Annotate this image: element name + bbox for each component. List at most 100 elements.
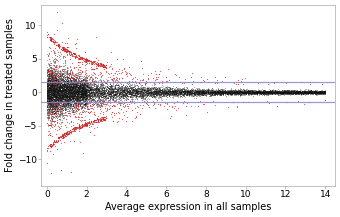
Point: [87, 98, 92, 102]
Point: [45, 91, 50, 95]
Point: [223, 89, 229, 92]
Point: [285, 91, 290, 94]
Point: [82, 96, 87, 99]
Point: [71, 99, 76, 102]
Point: [48, 110, 53, 114]
Point: [264, 91, 269, 95]
Point: [88, 92, 93, 95]
Point: [78, 92, 84, 96]
Point: [139, 87, 144, 90]
Point: [68, 79, 73, 83]
Point: [47, 80, 52, 84]
Point: [67, 96, 72, 99]
Point: [52, 101, 57, 105]
Point: [53, 103, 58, 107]
Point: [56, 79, 61, 83]
Point: [91, 97, 97, 101]
Point: [225, 92, 231, 95]
Point: [79, 96, 84, 99]
Point: [153, 94, 159, 97]
Point: [59, 96, 64, 99]
Point: [238, 92, 243, 95]
Point: [83, 101, 89, 105]
Point: [71, 88, 76, 92]
Point: [73, 94, 78, 97]
Point: [78, 96, 83, 100]
Point: [132, 88, 137, 92]
Point: [305, 91, 310, 94]
Point: [59, 86, 65, 89]
Point: [64, 130, 70, 134]
Point: [134, 91, 139, 94]
Point: [143, 90, 149, 94]
Point: [141, 93, 147, 97]
Point: [51, 40, 57, 43]
Point: [112, 84, 117, 87]
Point: [51, 94, 57, 97]
Point: [194, 90, 200, 93]
Point: [258, 90, 264, 94]
Point: [66, 104, 71, 108]
Point: [76, 65, 82, 68]
Point: [274, 91, 279, 95]
Point: [259, 90, 264, 93]
Point: [61, 95, 66, 99]
Point: [308, 89, 314, 93]
Point: [224, 89, 230, 93]
Point: [45, 80, 51, 83]
Point: [257, 92, 262, 95]
Point: [131, 90, 137, 94]
Point: [144, 89, 149, 93]
Point: [120, 83, 125, 86]
Point: [264, 89, 269, 92]
Point: [72, 94, 77, 97]
Point: [281, 88, 287, 92]
Point: [67, 64, 72, 67]
Point: [46, 87, 52, 90]
Point: [127, 92, 133, 95]
Point: [91, 92, 96, 95]
Point: [279, 92, 284, 95]
Point: [69, 98, 75, 101]
Point: [81, 93, 87, 97]
Point: [83, 79, 88, 82]
Point: [139, 94, 145, 98]
Point: [100, 65, 106, 68]
Point: [64, 65, 70, 68]
Point: [114, 94, 120, 98]
Point: [294, 90, 300, 93]
Point: [141, 89, 147, 93]
Point: [260, 90, 265, 94]
Point: [188, 90, 193, 94]
Point: [48, 96, 53, 99]
Point: [61, 72, 67, 75]
Point: [88, 89, 94, 92]
Point: [53, 69, 58, 72]
Point: [277, 90, 282, 94]
Point: [54, 92, 60, 95]
Point: [114, 81, 119, 85]
Point: [113, 92, 118, 95]
Point: [67, 105, 72, 109]
Point: [153, 86, 158, 89]
Point: [218, 93, 224, 97]
Point: [117, 91, 122, 95]
Point: [65, 83, 70, 87]
Point: [70, 76, 75, 80]
Point: [78, 103, 83, 106]
Point: [178, 89, 184, 93]
Point: [110, 98, 116, 102]
Point: [69, 94, 74, 98]
Point: [79, 105, 85, 109]
Point: [52, 93, 57, 97]
Point: [70, 78, 76, 82]
Point: [171, 89, 176, 92]
Point: [74, 98, 80, 101]
Point: [49, 79, 55, 83]
Point: [85, 93, 90, 97]
Point: [236, 89, 241, 93]
Point: [133, 88, 138, 91]
Point: [48, 89, 53, 93]
Point: [72, 105, 78, 108]
Point: [46, 96, 51, 100]
